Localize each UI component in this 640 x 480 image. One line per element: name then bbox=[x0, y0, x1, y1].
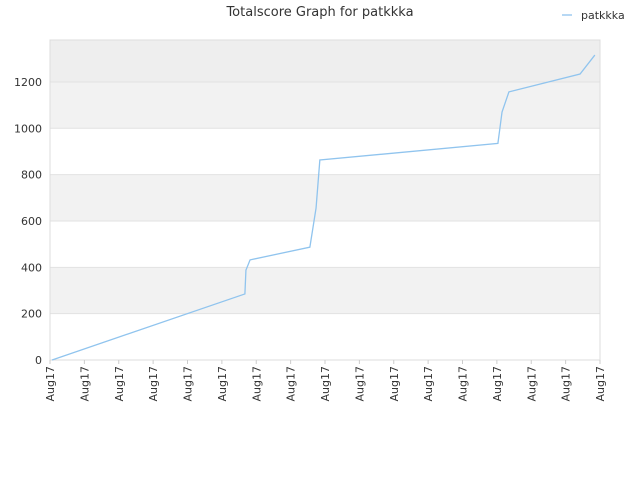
x-tick-label: Aug17 bbox=[216, 366, 229, 401]
plot-band bbox=[50, 128, 600, 175]
x-tick-label: Aug17 bbox=[285, 366, 298, 401]
line bbox=[51, 54, 596, 361]
plot-band bbox=[50, 220, 600, 268]
x-tick-label: Aug17 bbox=[319, 366, 332, 401]
y-tick-label: 1000 bbox=[14, 122, 42, 135]
x-tick-label: Aug17 bbox=[44, 366, 57, 401]
y-tick-label: 1200 bbox=[14, 76, 42, 89]
x-tick-label: Aug17 bbox=[560, 366, 573, 401]
y-tick-label: 0 bbox=[35, 354, 42, 367]
x-tick-label: Aug17 bbox=[113, 366, 126, 401]
x-tick-label: Aug17 bbox=[422, 366, 435, 401]
plot-band bbox=[50, 174, 600, 221]
x-tick-label: Aug17 bbox=[388, 366, 401, 401]
x-tick-label: Aug17 bbox=[250, 366, 263, 401]
x-tick-label: Aug17 bbox=[491, 366, 504, 401]
y-tick-label: 400 bbox=[21, 261, 42, 274]
plot-band bbox=[50, 267, 600, 314]
x-tick-label: Aug17 bbox=[525, 366, 538, 401]
y-tick-label: 600 bbox=[21, 215, 42, 228]
y-tick-label: 200 bbox=[21, 308, 42, 321]
plot-band bbox=[50, 81, 600, 129]
x-tick-label: Aug17 bbox=[78, 366, 91, 401]
x-tick-label: Aug17 bbox=[457, 366, 470, 401]
chart-title: Totalscore Graph for patkkka bbox=[225, 5, 413, 20]
legend-label: patkkka bbox=[581, 9, 625, 22]
x-tick-label: Aug17 bbox=[353, 366, 366, 401]
plot-band bbox=[50, 40, 600, 82]
y-tick-label: 800 bbox=[21, 169, 42, 182]
x-tick-label: Aug17 bbox=[182, 366, 195, 401]
plot-band bbox=[50, 313, 600, 360]
x-tick-label: Aug17 bbox=[147, 366, 160, 401]
x-tick-label: Aug17 bbox=[594, 366, 607, 401]
